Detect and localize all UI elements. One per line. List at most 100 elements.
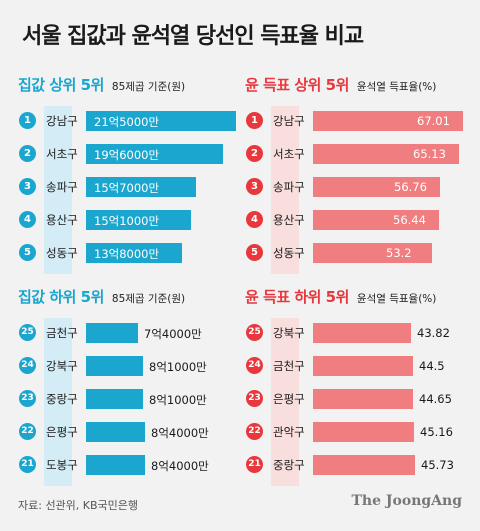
bar [86,111,236,131]
value-label: 45.16 [420,425,453,439]
district-label: 용산구 [273,213,305,227]
bar-row: 25 강북구 43.82 [245,320,465,346]
bar-row: 25 금천구 7억4000만 [18,320,238,346]
rank-badge: 25 [246,324,263,341]
value-label: 13억8000만 [94,247,160,261]
rank-badge: 1 [246,112,263,129]
district-label: 서초구 [273,147,305,161]
district-label: 강남구 [273,114,305,128]
value-label: 44.65 [419,392,452,406]
bar-row: 2 서초구 19억6000만 [18,141,238,167]
bar [313,111,463,131]
panel-header: 집값 상위 5위 85제곱 기준(원) [18,74,185,95]
value-label: 8억4000만 [151,426,209,440]
rank-badge: 22 [19,423,36,440]
district-label: 금천구 [273,359,305,373]
bar [86,177,196,197]
panel-price-top5: 집값 상위 5위 85제곱 기준(원) 1 강남구 21억5000만 2 서초구 19억60… [18,74,238,274]
district-label: 강북구 [46,359,78,373]
bar [313,422,414,442]
rank-badge: 2 [19,145,36,162]
value-label: 65.13 [413,147,446,161]
district-label: 서초구 [46,147,78,161]
value-label: 19억6000만 [94,148,160,162]
bar [313,356,413,376]
name-band [44,106,72,274]
bar-row: 3 송파구 15억7000만 [18,174,238,200]
bar [313,243,432,263]
value-label: 53.2 [386,246,412,260]
rank-badge: 3 [246,178,263,195]
bar-row: 23 중랑구 8억1000만 [18,386,238,412]
bar [86,323,138,343]
district-label: 송파구 [46,180,78,194]
panel-subtitle: 윤석열 득표율(%) [356,81,437,93]
panel-header: 윤 득표 하위 5위 윤석열 득표율(%) [245,286,436,307]
value-label: 45.73 [421,458,454,472]
value-label: 43.82 [417,326,450,340]
panel-title: 윤 득표 하위 5위 [245,288,349,306]
rank-badge: 5 [19,244,36,261]
bar [313,455,415,475]
rank-badge: 1 [19,112,36,129]
district-label: 은평구 [273,392,305,406]
district-label: 송파구 [273,180,305,194]
panel-header: 윤 득표 상위 5위 윤석열 득표율(%) [245,74,436,95]
district-label: 성동구 [46,246,78,260]
bar-row: 22 은평구 8억4000만 [18,419,238,445]
panel-subtitle: 85제곱 기준(원) [111,293,186,305]
bar [86,356,143,376]
panel-subtitle: 윤석열 득표율(%) [356,293,437,305]
district-label: 중랑구 [273,458,305,472]
bar-row: 4 용산구 56.44 [245,207,465,233]
value-label: 56.76 [394,180,427,194]
value-label: 44.5 [419,359,445,373]
rank-badge: 24 [246,357,263,374]
rank-badge: 3 [19,178,36,195]
district-label: 강남구 [46,114,78,128]
value-label: 8억4000만 [151,459,209,473]
rank-badge: 23 [246,390,263,407]
value-label: 15억1000만 [94,214,160,228]
bar [313,210,439,230]
district-label: 금천구 [46,326,78,340]
bar [86,389,143,409]
bar [313,323,411,343]
district-label: 도봉구 [46,458,78,472]
rank-badge: 4 [246,211,263,228]
district-label: 용산구 [46,213,78,227]
rank-badge: 21 [246,456,263,473]
panel-price-bottom5: 집값 하위 5위 85제곱 기준(원) 25 금천구 7억4000만 24 강북구 8억10… [18,286,238,486]
bar [86,144,223,164]
panel-title: 집값 하위 5위 [18,288,104,306]
district-label: 강북구 [273,326,305,340]
rank-badge: 25 [19,324,36,341]
rank-badge: 22 [246,423,263,440]
value-label: 56.44 [393,213,426,227]
panel-header: 집값 하위 5위 85제곱 기준(원) [18,286,185,307]
bar-row: 22 관악구 45.16 [245,419,465,445]
district-label: 은평구 [46,425,78,439]
value-label: 8억1000만 [149,393,207,407]
value-label: 8억1000만 [149,360,207,374]
bar-row: 21 도봉구 8억4000만 [18,452,238,478]
bar [86,422,145,442]
name-band [271,106,299,274]
bar-row: 21 중랑구 45.73 [245,452,465,478]
bar [86,210,191,230]
rank-badge: 2 [246,145,263,162]
bar-row: 1 강남구 21억5000만 [18,108,238,134]
district-label: 중랑구 [46,392,78,406]
bar-row: 3 송파구 56.76 [245,174,465,200]
bar-row: 4 용산구 15억1000만 [18,207,238,233]
name-band [271,318,299,486]
bar-row: 5 성동구 53.2 [245,240,465,266]
bar-row: 5 성동구 13억8000만 [18,240,238,266]
rank-badge: 4 [19,211,36,228]
rank-badge: 5 [246,244,263,261]
bar [313,144,459,164]
panel-vote-top5: 윤 득표 상위 5위 윤석열 득표율(%) 1 강남구 67.01 2 서초구 65.13 3… [245,74,465,274]
bar [313,389,413,409]
bar [86,455,145,475]
bar-row: 23 은평구 44.65 [245,386,465,412]
